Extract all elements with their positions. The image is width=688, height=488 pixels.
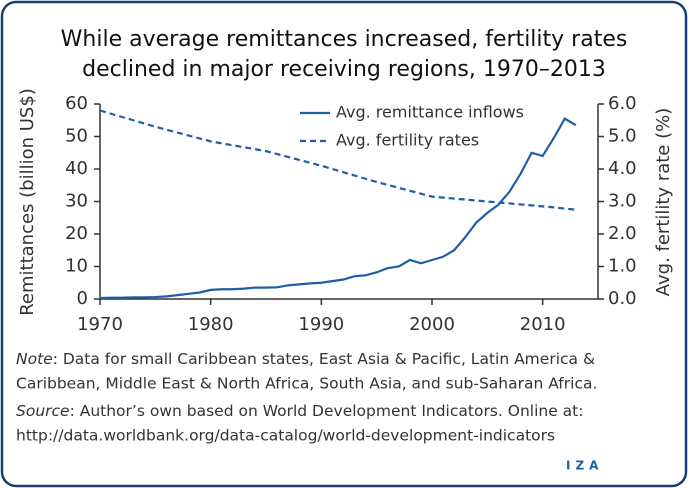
y-tick-label: 40 (65, 158, 88, 179)
chart-title: declined in major receiving regions, 197… (82, 57, 606, 82)
legend-label: Avg. remittance inflows (336, 103, 524, 122)
y-tick-label: 30 (65, 191, 88, 212)
source: Source: Author’s own based on World Deve… (16, 402, 583, 420)
x-tick-label: 1990 (298, 314, 344, 335)
y-tick-label: 60 (65, 93, 88, 114)
y-tick-label: 10 (65, 256, 88, 277)
x-tick-label: 1980 (188, 314, 234, 335)
y-axis-label: Remittances (billion US$) (17, 88, 38, 316)
note-text: : Data for small Caribbean states, East … (53, 350, 595, 368)
source-text: : Author’s own based on World Developmen… (70, 402, 584, 420)
y2-tick-label: 4.0 (608, 158, 637, 179)
series-line (99, 109, 576, 211)
source-text: http://data.worldbank.org/data-catalog/w… (16, 427, 555, 445)
y-tick-label: 0 (77, 288, 88, 309)
y2-axis-label: Avg. fertility rate (%) (653, 108, 674, 297)
y2-tick-label: 6.0 (608, 93, 637, 114)
x-tick-label: 1970 (77, 314, 123, 335)
y2-tick-label: 1.0 (608, 256, 637, 277)
y2-tick-label: 2.0 (608, 223, 637, 244)
x-tick-label: 2010 (520, 314, 566, 335)
x-tick-label: 2000 (409, 314, 455, 335)
note: Note: Data for small Caribbean states, E… (16, 350, 595, 368)
chart-title: While average remittances increased, fer… (61, 27, 628, 52)
y-tick-label: 20 (65, 223, 88, 244)
note-text: Caribbean, Middle East & North Africa, S… (16, 375, 597, 393)
note-label: Note (16, 350, 53, 368)
logo: IZA (566, 459, 603, 473)
y2-tick-label: 5.0 (608, 126, 637, 147)
y2-tick-label: 3.0 (608, 191, 637, 212)
legend-label: Avg. fertility rates (336, 131, 479, 150)
y-tick-label: 50 (65, 126, 88, 147)
series-line (99, 117, 577, 300)
source-label: Source (16, 402, 70, 420)
y2-tick-label: 0.0 (608, 288, 637, 309)
